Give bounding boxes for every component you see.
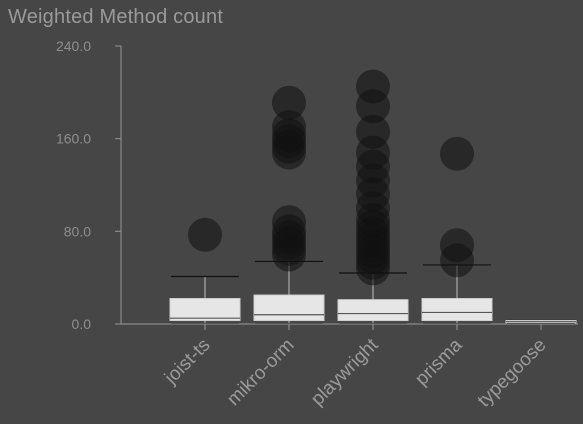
y-tick-label: 0.0 bbox=[72, 316, 92, 332]
box-joist-ts bbox=[169, 275, 241, 324]
outlier-point bbox=[272, 110, 306, 145]
outlier-point bbox=[272, 85, 306, 120]
iqr-box bbox=[253, 294, 325, 322]
y-tick-label: 240.0 bbox=[56, 38, 91, 54]
iqr-box bbox=[337, 299, 409, 322]
x-tick-label-typegoose: typegoose bbox=[474, 335, 551, 412]
y-tick-label: 80.0 bbox=[64, 223, 91, 239]
outlier-point bbox=[356, 114, 390, 149]
y-tick-label: 160.0 bbox=[56, 131, 91, 147]
box-mikro-orm bbox=[253, 260, 325, 324]
x-tick-label-playwright: playwright bbox=[307, 334, 383, 410]
chart-title: Weighted Method count bbox=[8, 6, 224, 28]
plot-area bbox=[169, 260, 577, 324]
x-tick-label-joist-ts: joist-ts bbox=[160, 335, 214, 389]
outlier-point bbox=[440, 136, 474, 171]
outlier-point bbox=[188, 217, 222, 252]
box-prisma bbox=[421, 264, 493, 324]
axes: 0.0 80.0 160.0 240.0 joist-ts mikro-orm playwr… bbox=[56, 38, 578, 412]
x-tick-label-prisma: prisma bbox=[411, 334, 466, 389]
outlier-point bbox=[440, 228, 474, 263]
outliers-layer bbox=[188, 69, 474, 286]
iqr-box bbox=[169, 298, 241, 322]
outlier-point bbox=[272, 205, 306, 240]
x-tick-label-mikro-orm: mikro-orm bbox=[223, 335, 298, 410]
outlier-point bbox=[356, 69, 390, 104]
box-typegoose bbox=[505, 319, 577, 324]
iqr-box bbox=[421, 298, 493, 322]
